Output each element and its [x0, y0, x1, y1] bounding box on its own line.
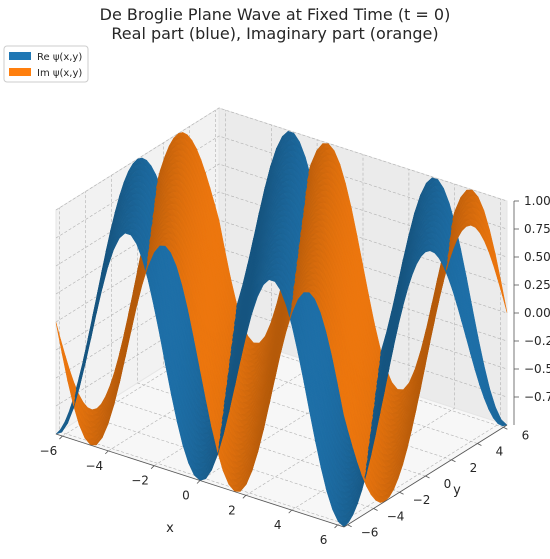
imag-surface-cell: [337, 385, 349, 432]
y-tick-mark: [373, 508, 378, 511]
y-tick-label: −6: [361, 526, 379, 540]
y-tick-label: 6: [522, 428, 530, 442]
x-tick-mark: [242, 495, 247, 499]
z-tick-label: 0.25: [524, 278, 550, 292]
axis-lines: [55, 200, 519, 529]
surface-plot: [55, 130, 508, 528]
y-tick-mark: [425, 475, 430, 479]
x-tick-mark: [196, 480, 201, 484]
x-tick-label: 6: [320, 533, 328, 547]
x-tick-mark: [104, 450, 109, 455]
x-tick-label: −2: [131, 474, 149, 488]
z-tick-label: −0.50: [524, 362, 550, 376]
real-surface-cell: [337, 521, 350, 528]
x-tick-mark: [288, 509, 293, 514]
z-tick-label: 0.75: [524, 222, 550, 236]
legend-label-imag: Im ψ(x,y): [37, 68, 82, 79]
x-tick-label: −6: [40, 444, 58, 458]
y-tick-label: −4: [387, 510, 405, 524]
x-axis-label: x: [166, 521, 174, 536]
y-tick-mark: [451, 459, 456, 463]
legend-swatch-real: [9, 52, 31, 60]
x-tick-mark: [150, 465, 155, 469]
x-tick-mark: [59, 435, 63, 440]
grid-z-5: [55, 163, 508, 267]
chart-title-line-1: De Broglie Plane Wave at Fixed Time (t =…: [100, 5, 451, 24]
y-tick-label: 4: [496, 445, 504, 459]
y-tick-label: 0: [444, 477, 452, 491]
tick-labels: −6 −4 −2 0 2 4 6 −6 −4 −2 0 2 4 6 −0.75 −0.50 −0.25 0.00 0…: [40, 194, 550, 547]
grid-z-6: [55, 135, 508, 239]
y-tick-mark: [347, 524, 352, 528]
y-tick-label: 2: [470, 461, 478, 475]
y-tick-mark: [477, 443, 482, 446]
z-tick-label: 0.00: [524, 306, 550, 320]
y-tick-mark: [399, 491, 404, 495]
y-axis-label: y: [453, 483, 461, 498]
legend-swatch-imag: [9, 68, 31, 76]
x-tick-mark: [334, 524, 338, 529]
chart-title-line-2: Real part (blue), Imaginary part (orange…: [111, 24, 438, 43]
grid-z-4: [55, 191, 508, 295]
x-tick-label: −4: [85, 459, 103, 473]
z-tick-label: 1.00: [524, 194, 550, 208]
x-tick-label: 0: [182, 489, 190, 503]
y-tick-mark: [503, 426, 508, 430]
x-tick-label: 2: [228, 503, 236, 517]
legend: Re ψ(x,y) Im ψ(x,y): [3, 45, 89, 83]
z-tick-label: −0.25: [524, 334, 550, 348]
z-tick-label: 0.50: [524, 250, 550, 264]
legend-label-real: Re ψ(x,y): [37, 52, 82, 63]
grid-z-7: [55, 107, 508, 211]
x-tick-label: 4: [274, 518, 282, 532]
z-tick-label: −0.75: [524, 390, 550, 404]
y-tick-label: −2: [413, 493, 431, 507]
